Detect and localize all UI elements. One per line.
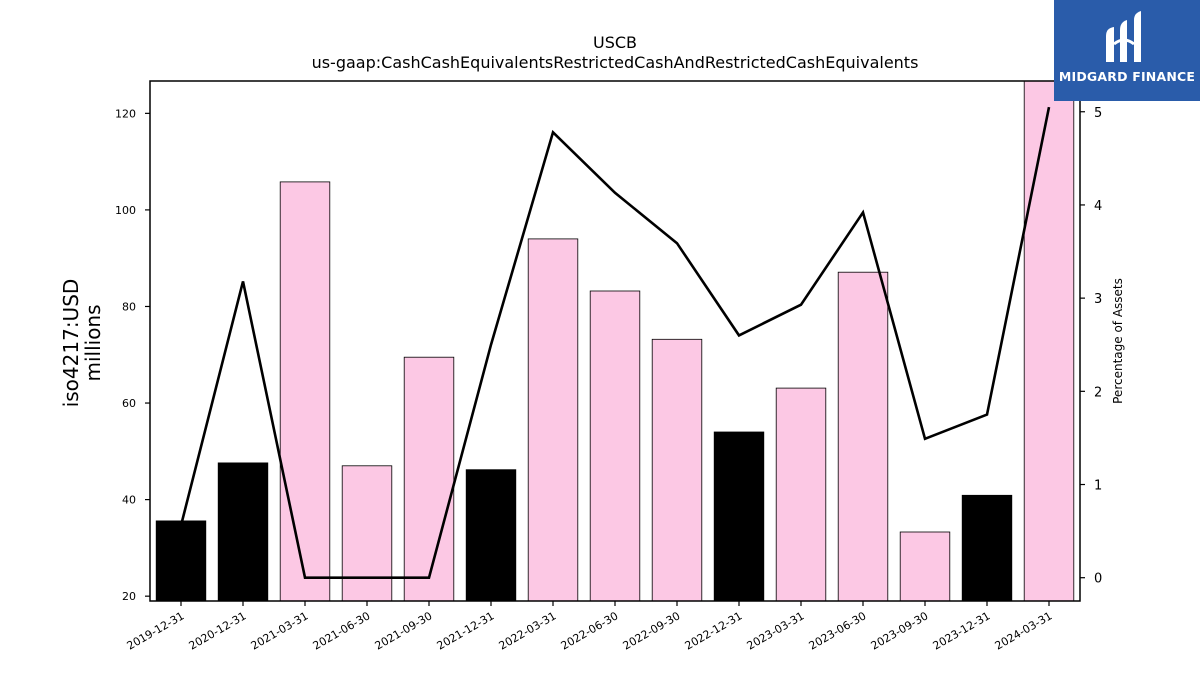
x-tick-label: 2021-06-30 — [311, 609, 373, 652]
x-tick-label: 2021-03-31 — [249, 609, 311, 652]
x-tick-label: 2020-12-31 — [187, 609, 249, 652]
y-tick-label: 60 — [122, 397, 136, 410]
y-tick-label: 20 — [122, 590, 136, 603]
y2-axis-label-text: Percentage of Assets — [1111, 278, 1125, 404]
y2-tick-label: 3 — [1094, 292, 1102, 307]
bar-2022-09-30 — [651, 338, 703, 602]
bar-2022-06-30 — [589, 290, 641, 602]
x-tick-label: 2024-03-31 — [993, 609, 1055, 652]
y2-tick-label: 0 — [1094, 572, 1102, 587]
y2-axis-label: Percentage of Assets — [1111, 278, 1125, 404]
y-axis-label: iso4217:USD millions — [59, 279, 105, 408]
y-axis-label-line1: iso4217:USD — [59, 279, 83, 408]
x-tick-label: 2019-12-31 — [125, 609, 187, 652]
bar-2024-03-31 — [1023, 80, 1075, 602]
bar-2023-06-30 — [837, 271, 889, 602]
y-tick-label: 120 — [115, 107, 136, 120]
x-tick-label: 2022-03-31 — [497, 609, 559, 652]
x-tick-label: 2022-09-30 — [621, 609, 683, 652]
y-tick-label: 100 — [115, 204, 136, 217]
y2-tick-label: 5 — [1094, 106, 1102, 121]
bar-2023-03-31 — [775, 387, 827, 602]
chart-subtitle: us-gaap:CashCashEquivalentsRestrictedCas… — [312, 53, 919, 72]
y-axis-label-line2: millions — [81, 304, 105, 381]
bar-2023-12-31 — [961, 494, 1013, 602]
percentage-line — [179, 106, 1051, 580]
bar-2021-06-30 — [341, 465, 393, 602]
x-tick-label: 2023-06-30 — [807, 609, 869, 652]
y-tick-label: 80 — [122, 300, 136, 313]
x-tick-label: 2023-09-30 — [869, 609, 931, 652]
x-tick-label: 2023-03-31 — [745, 609, 807, 652]
line-layer — [179, 106, 1051, 580]
bar-2022-03-31 — [527, 238, 579, 602]
bar-2021-12-31 — [465, 469, 517, 602]
bar-2021-03-31 — [279, 181, 331, 602]
midgard-finance-logo: MIDGARD FINANCE — [1054, 0, 1200, 101]
y-tick-label: 40 — [122, 494, 136, 507]
bar-2020-12-31 — [217, 462, 269, 602]
bar-2023-09-30 — [899, 531, 951, 602]
y2-tick-label: 2 — [1094, 385, 1102, 400]
logo-text: MIDGARD FINANCE — [1058, 69, 1196, 84]
y2-tick-label: 1 — [1094, 479, 1102, 494]
x-tick-label: 2022-12-31 — [683, 609, 745, 652]
y2-tick-label: 4 — [1094, 199, 1102, 214]
midgard-logo-icon — [1106, 11, 1141, 62]
bar-2022-12-31 — [713, 431, 765, 602]
x-tick-label: 2021-12-31 — [435, 609, 497, 652]
chart-title: USCB — [593, 33, 637, 52]
x-tick-label: 2023-12-31 — [931, 609, 993, 652]
x-tick-label: 2022-06-30 — [559, 609, 621, 652]
bar-2019-12-31 — [155, 520, 207, 602]
x-tick-label: 2021-09-30 — [373, 609, 435, 652]
bar-2021-09-30 — [403, 356, 455, 602]
